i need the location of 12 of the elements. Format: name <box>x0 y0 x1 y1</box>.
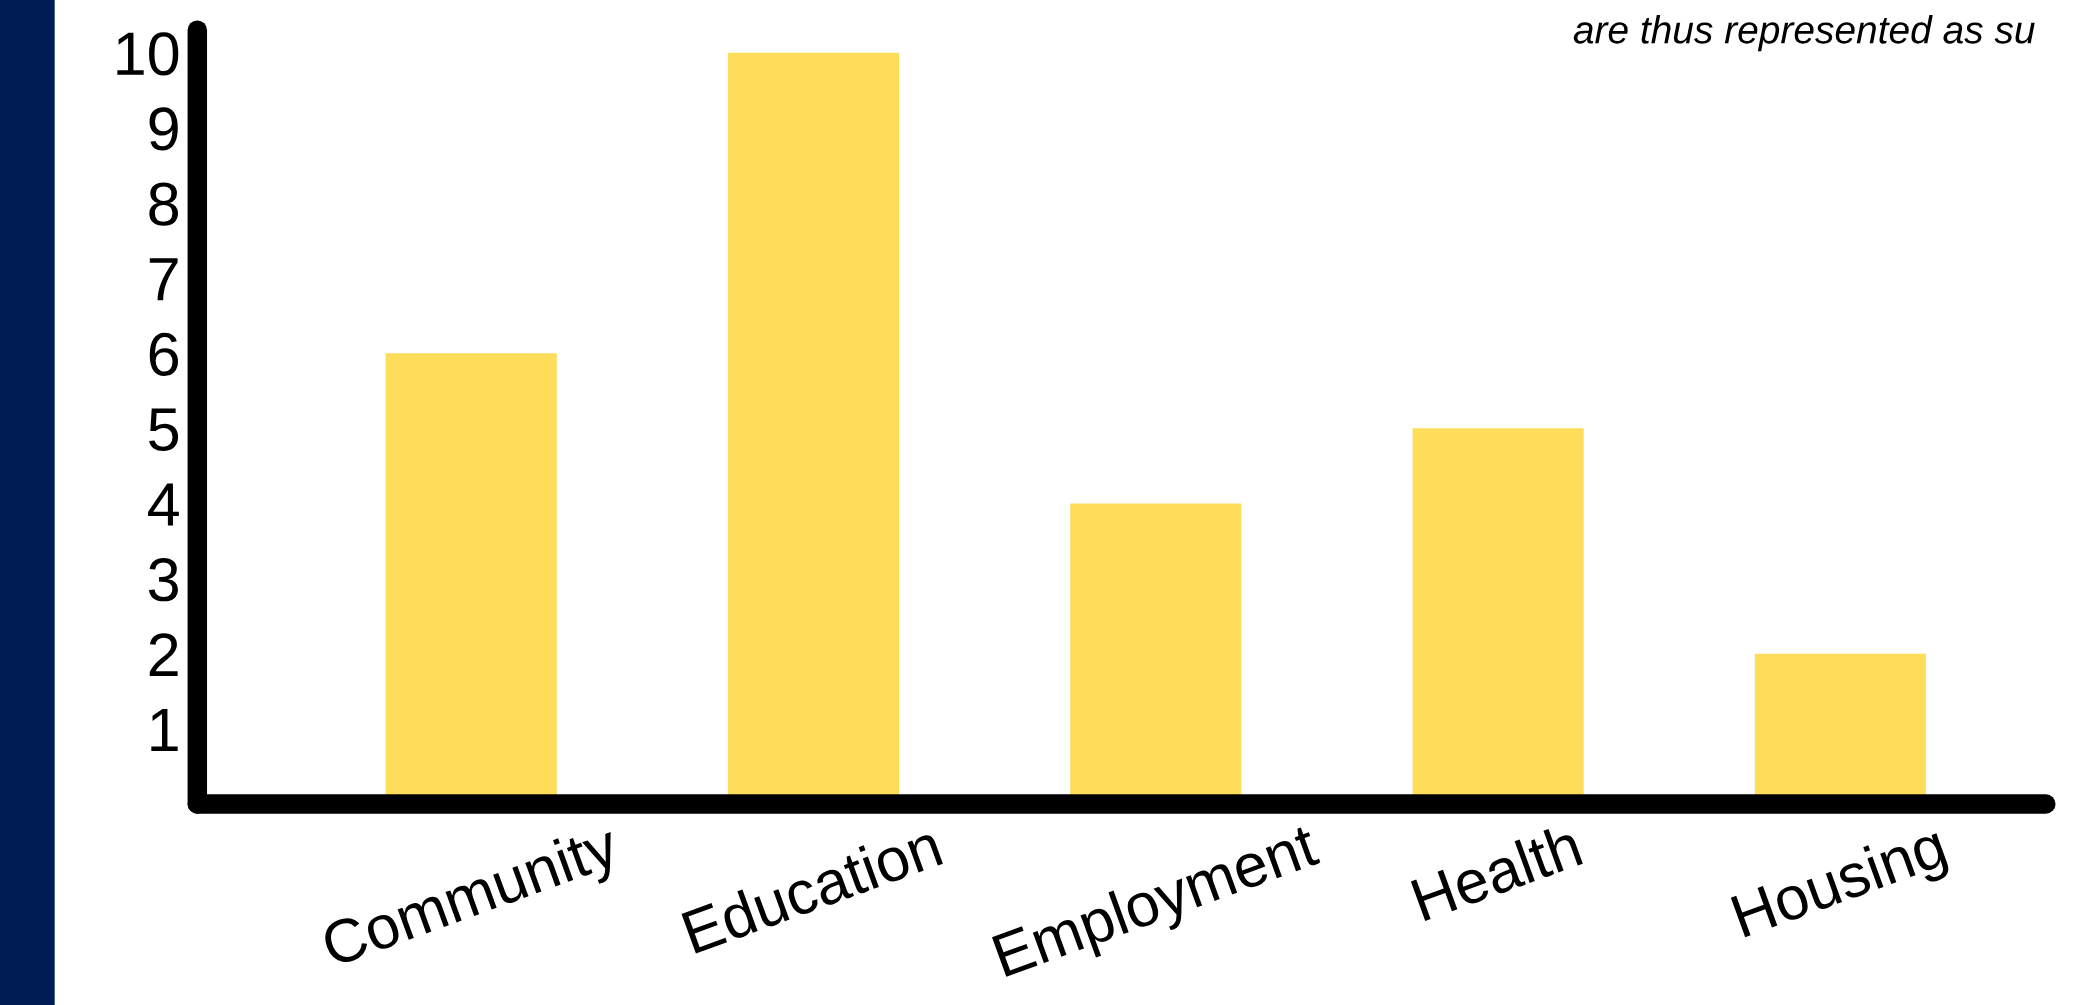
y-tick-label: 5 <box>149 408 179 452</box>
y-tick-label: 2 <box>149 633 178 676</box>
y-tick-label: 7 <box>149 258 178 301</box>
y-tick-label: 1 <box>151 708 178 752</box>
y-tick-label: 4 <box>148 483 179 526</box>
x-tick-label: Health <box>1410 822 1584 922</box>
y-tick-label: 3 <box>148 558 178 602</box>
annotation: are thus represented as su <box>1573 15 2035 52</box>
y-tick-label: 8 <box>149 182 178 226</box>
y-tick-label: 10 <box>117 32 179 76</box>
y-tick-label: 6 <box>149 332 178 376</box>
y-tick-label: 9 <box>149 107 178 151</box>
